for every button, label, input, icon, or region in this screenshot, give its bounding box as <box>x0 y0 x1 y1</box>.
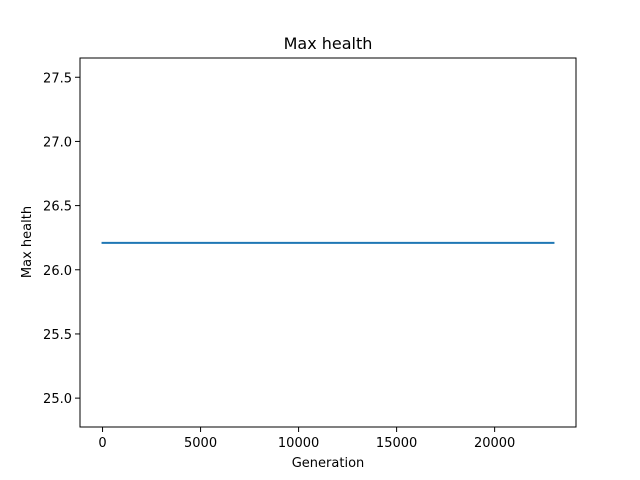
x-tick-label: 10000 <box>278 436 319 451</box>
x-tick-label: 15000 <box>376 436 417 451</box>
y-tick-label: 27.0 <box>43 135 72 150</box>
x-axis-label: Generation <box>292 456 365 471</box>
y-axis-label: Max health <box>20 206 35 278</box>
x-tick-label: 5000 <box>184 436 217 451</box>
chart-title: Max health <box>284 34 373 53</box>
plot-area <box>79 57 577 428</box>
x-tick-label: 20000 <box>474 436 515 451</box>
x-tick-label: 0 <box>98 436 106 451</box>
y-tick-label: 26.5 <box>43 200 72 215</box>
y-tick-label: 27.5 <box>43 71 72 86</box>
axes-frame <box>79 57 577 428</box>
axis-ticks: 0 5000 10000 15000 20000 25.0 25.5 26.0 26.5 27.0… <box>43 71 515 451</box>
y-tick-label: 25.5 <box>43 328 72 343</box>
y-tick-label: 26.0 <box>43 264 72 279</box>
y-tick-label: 25.0 <box>43 392 72 407</box>
